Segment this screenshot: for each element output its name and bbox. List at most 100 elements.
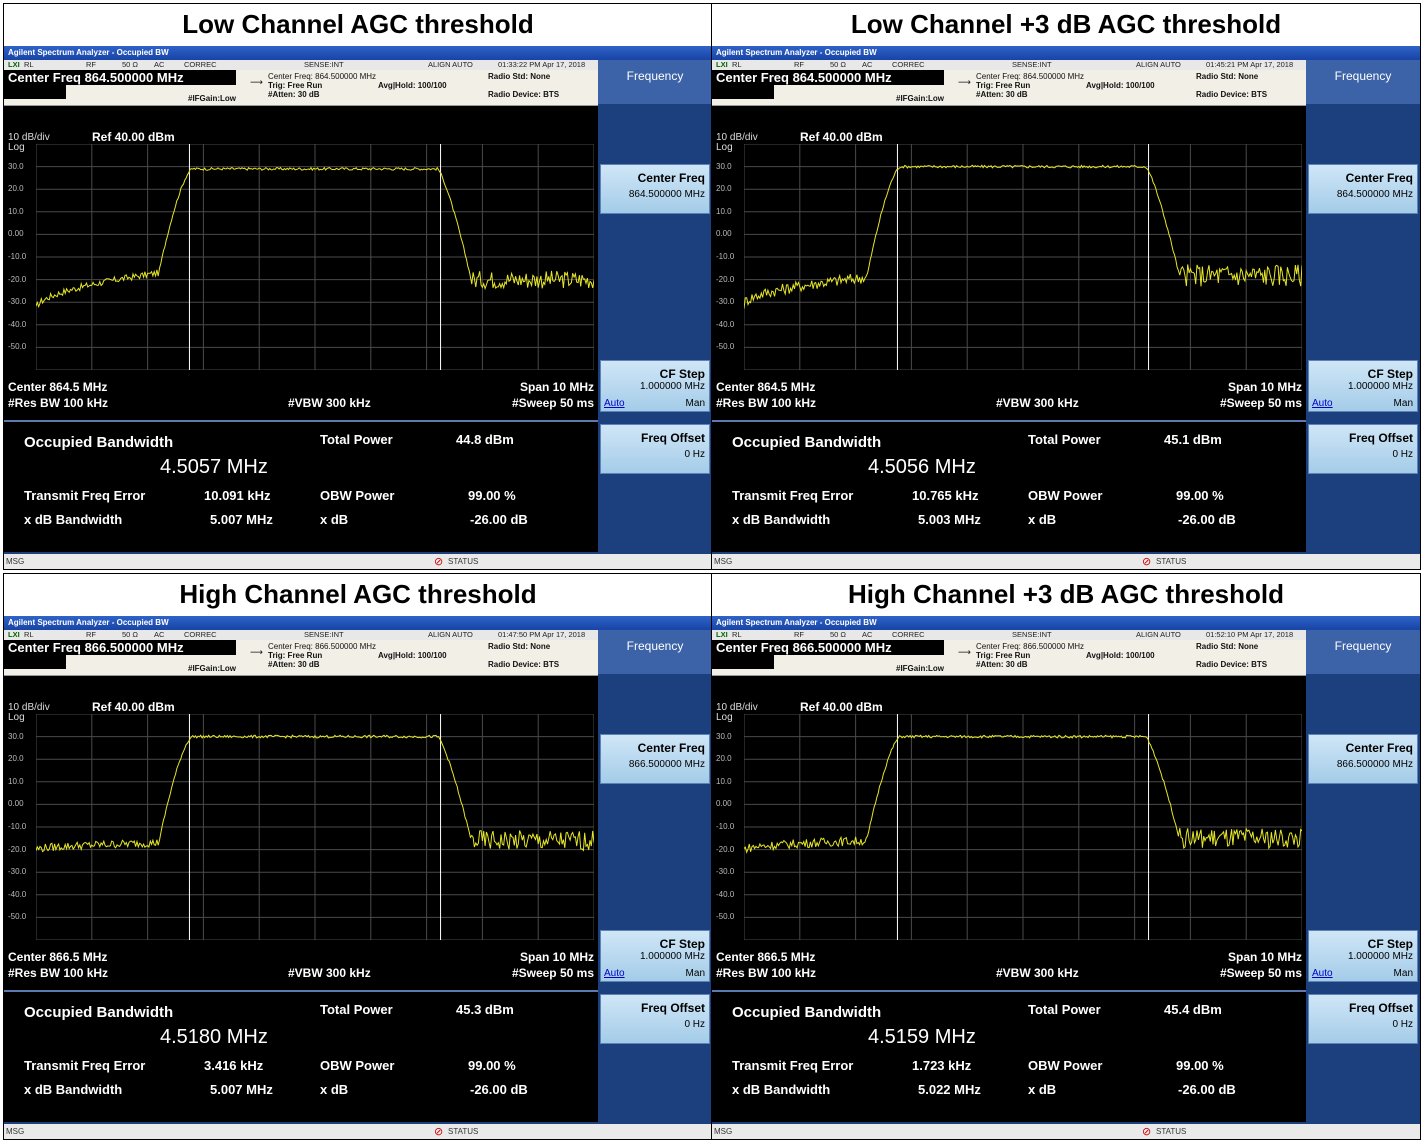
- freq-offset-softkey[interactable]: Freq Offset 0 Hz: [600, 994, 710, 1044]
- y-tick-label: 10.0: [716, 206, 732, 216]
- cf-step-softkey[interactable]: CF Step 1.000000 MHz Auto Man: [1308, 930, 1418, 982]
- message-bar: MSG ⊘ STATUS: [4, 554, 712, 569]
- y-tick-label: 0.00: [8, 229, 24, 239]
- y-tick-label: -10.0: [716, 822, 735, 831]
- info-avg-hold: Avg|Hold: 100/100: [378, 651, 447, 660]
- man-option[interactable]: Man: [1393, 968, 1413, 979]
- window-titlebar[interactable]: Agilent Spectrum Analyzer - Occupied BW: [712, 616, 1420, 630]
- auto-option[interactable]: Auto: [604, 968, 625, 979]
- obw-power-label: OBW Power: [320, 1058, 395, 1073]
- vbw-label: #VBW 300 kHz: [996, 396, 1079, 410]
- measurement-panel: Occupied Bandwidth 4.5057 MHz Total Powe…: [4, 420, 598, 552]
- y-tick-label: -30.0: [8, 867, 27, 877]
- window-titlebar[interactable]: Agilent Spectrum Analyzer - Occupied BW: [4, 46, 712, 60]
- analyzer-window: Agilent Spectrum Analyzer - Occupied BW …: [712, 616, 1420, 1139]
- center-freq-display[interactable]: Center Freq 866.500000 MHz: [4, 640, 236, 655]
- trigger-arrow-icon: ⟶: [958, 647, 971, 657]
- scale-div: 10 dB/div: [716, 132, 758, 143]
- info-radio-device: Radio Device: BTS: [1196, 90, 1268, 99]
- center-freq-softkey[interactable]: Center Freq 864.500000 MHz: [1308, 164, 1418, 214]
- softkey-menu-title: Frequency: [1306, 630, 1420, 674]
- y-tick-label: -10.0: [716, 252, 735, 261]
- total-power-value: 45.1 dBm: [1164, 432, 1222, 447]
- y-tick-label: -40.0: [8, 889, 27, 899]
- xdb-bandwidth-label: x dB Bandwidth: [732, 1082, 831, 1097]
- ref-level: Ref 40.00 dBm: [800, 130, 883, 144]
- rbw-label: #Res BW 100 kHz: [716, 966, 817, 980]
- status-line: LXI RL RF 50 Ω AC CORREC SENSE:INT ALIGN…: [712, 630, 1306, 640]
- window-titlebar[interactable]: Agilent Spectrum Analyzer - Occupied BW: [4, 616, 712, 630]
- cf-step-softkey[interactable]: CF Step 1.000000 MHz Auto Man: [600, 930, 710, 982]
- freq-offset-softkey[interactable]: Freq Offset 0 Hz: [1308, 424, 1418, 474]
- vbw-label: #VBW 300 kHz: [288, 396, 371, 410]
- vbw-label: #VBW 300 kHz: [996, 966, 1079, 980]
- softkey-value: 1.000000 MHz: [639, 381, 705, 392]
- y-tick-label: 20.0: [8, 184, 24, 194]
- info-radio-std: Radio Std: None: [1196, 642, 1259, 651]
- info-trigger: Trig: Free Run: [268, 651, 323, 660]
- freq-error-label: Transmit Freq Error: [732, 488, 854, 503]
- xdb-label: x dB: [1028, 1082, 1057, 1097]
- status-icon: ⊘: [434, 556, 444, 568]
- panel-title: Low Channel AGC threshold: [182, 9, 534, 39]
- spectrum-screen: 10 dB/div Ref 40.00 dBm Log 30.0 20.0 10.0…: [4, 676, 598, 990]
- obw-power-value: 99.00 %: [468, 488, 516, 503]
- man-option[interactable]: Man: [685, 968, 705, 979]
- auto-option[interactable]: Auto: [1312, 968, 1333, 979]
- center-freq-display[interactable]: Center Freq 864.500000 MHz: [712, 70, 944, 85]
- cf-step-softkey[interactable]: CF Step 1.000000 MHz Auto Man: [1308, 360, 1418, 412]
- softkey-label: Freq Offset: [640, 1001, 705, 1015]
- freq-offset-softkey[interactable]: Freq Offset 0 Hz: [600, 424, 710, 474]
- analyzer-window: Agilent Spectrum Analyzer - Occupied BW …: [4, 46, 712, 569]
- info-ifgain: #IFGain:Low: [188, 94, 236, 103]
- y-tick-label: -40.0: [716, 889, 735, 899]
- y-tick-label: -30.0: [716, 297, 735, 307]
- sweep-label: #Sweep 50 ms: [1219, 396, 1302, 410]
- center-freq-softkey[interactable]: Center Freq 866.500000 MHz: [600, 734, 710, 784]
- total-power-value: 45.3 dBm: [456, 1002, 514, 1017]
- softkey-label: CF Step: [659, 937, 705, 951]
- cf-step-softkey[interactable]: CF Step 1.000000 MHz Auto Man: [600, 360, 710, 412]
- center-freq-box: [712, 85, 774, 99]
- center-freq-display[interactable]: Center Freq 866.500000 MHz: [712, 640, 944, 655]
- info-center-freq: Center Freq: 866.500000 MHz: [268, 642, 377, 651]
- softkey-value: 866.500000 MHz: [628, 759, 705, 770]
- status-label: STATUS: [448, 1127, 479, 1136]
- msg-label: MSG: [6, 557, 25, 566]
- freq-error-value: 10.091 kHz: [204, 488, 271, 503]
- center-freq-display[interactable]: Center Freq 864.500000 MHz: [4, 70, 236, 85]
- y-tick-label: 10.0: [8, 206, 24, 216]
- freq-error-value: 1.723 kHz: [912, 1058, 972, 1073]
- spectrum-screen: 10 dB/div Ref 40.00 dBm Log 30.0 20.0 10.0…: [712, 106, 1306, 420]
- freq-offset-softkey[interactable]: Freq Offset 0 Hz: [1308, 994, 1418, 1044]
- scale-log: Log: [8, 142, 25, 153]
- softkey-value: 0 Hz: [684, 449, 705, 460]
- measurement-panel: Occupied Bandwidth 4.5056 MHz Total Powe…: [712, 420, 1306, 552]
- xdb-bandwidth-value: 5.007 MHz: [210, 1082, 273, 1097]
- softkey-value: 864.500000 MHz: [628, 189, 705, 200]
- total-power-label: Total Power: [1028, 432, 1101, 447]
- status-line: LXI RL RF 50 Ω AC CORREC SENSE:INT ALIGN…: [4, 630, 598, 640]
- info-trigger: Trig: Free Run: [976, 81, 1031, 90]
- spectrum-plot: [744, 714, 1302, 940]
- spectrum-plot: [744, 144, 1302, 370]
- spectrum-trace: [36, 166, 594, 309]
- sense-indicator: SENSE:INT: [1012, 630, 1052, 639]
- align-indicator: ALIGN AUTO: [428, 630, 473, 639]
- auto-option[interactable]: Auto: [1312, 398, 1333, 409]
- info-ifgain: #IFGain:Low: [896, 94, 944, 103]
- y-tick-label: -30.0: [716, 867, 735, 877]
- ac-indicator: AC: [154, 60, 165, 69]
- graticule: [744, 144, 1302, 370]
- center-freq-softkey[interactable]: Center Freq 866.500000 MHz: [1308, 734, 1418, 784]
- rbw-label: #Res BW 100 kHz: [8, 966, 109, 980]
- window-titlebar[interactable]: Agilent Spectrum Analyzer - Occupied BW: [712, 46, 1420, 60]
- obw-power-label: OBW Power: [1028, 1058, 1103, 1073]
- man-option[interactable]: Man: [1393, 398, 1413, 409]
- span-label: Span 10 MHz: [1227, 380, 1302, 394]
- y-tick-label: 0.00: [716, 799, 732, 809]
- man-option[interactable]: Man: [685, 398, 705, 409]
- center-freq-softkey[interactable]: Center Freq 864.500000 MHz: [600, 164, 710, 214]
- auto-option[interactable]: Auto: [604, 398, 625, 409]
- y-tick-label: 30.0: [716, 161, 732, 171]
